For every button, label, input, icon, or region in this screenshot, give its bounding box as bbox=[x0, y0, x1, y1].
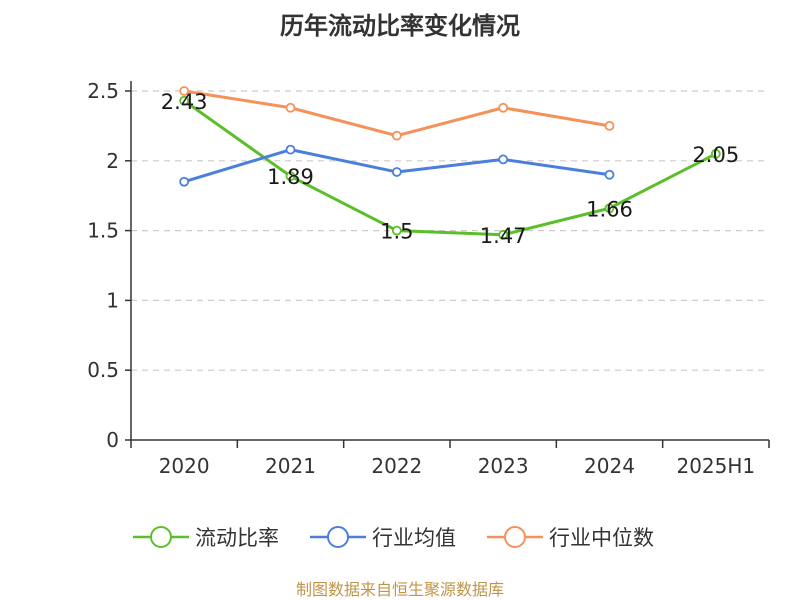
legend-item[interactable]: 流动比率 bbox=[133, 520, 279, 554]
x-tick-label: 2021 bbox=[265, 454, 316, 478]
data-label: 1.89 bbox=[267, 165, 314, 189]
data-point bbox=[179, 95, 190, 106]
legend-line-circle-icon bbox=[310, 526, 366, 548]
legend-item[interactable]: 行业中位数 bbox=[487, 520, 654, 554]
series-layer bbox=[179, 86, 721, 240]
y-tick-label: 2 bbox=[106, 149, 119, 173]
data-labels: 2.43 1.89 1.5 1.47 1.66 2.05 bbox=[161, 90, 739, 248]
data-label: 1.47 bbox=[480, 224, 527, 248]
y-tick-label: 0 bbox=[106, 428, 119, 452]
y-tick-label: 1 bbox=[106, 288, 119, 312]
legend-item[interactable]: 行业均值 bbox=[310, 520, 456, 554]
data-label: 1.5 bbox=[380, 220, 413, 244]
data-point bbox=[179, 86, 190, 96]
x-tick-label: 2020 bbox=[159, 454, 210, 478]
chart-title: 历年流动比率变化情况 bbox=[280, 12, 520, 40]
series-line bbox=[183, 99, 717, 237]
data-point bbox=[285, 144, 296, 155]
data-point bbox=[604, 121, 615, 131]
data-point bbox=[391, 130, 402, 141]
legend: 流动比率 行业均值 行业中位数 bbox=[0, 520, 800, 554]
y-tick-label: 0.5 bbox=[87, 358, 119, 382]
data-point bbox=[391, 167, 402, 177]
data-point bbox=[179, 176, 190, 187]
axes: 0 0.5 1 1.5 2 2.5 2020 2021 2022 2023 2024 2025H1 bbox=[87, 79, 770, 478]
series-line bbox=[183, 89, 610, 138]
legend-label: 行业均值 bbox=[372, 526, 456, 550]
source-note: 制图数据来自恒生聚源数据库 bbox=[295, 580, 504, 599]
legend-label: 行业中位数 bbox=[549, 526, 654, 550]
x-tick-label: 2023 bbox=[478, 454, 529, 478]
series-line bbox=[183, 148, 610, 184]
data-point bbox=[391, 225, 402, 236]
data-point bbox=[285, 171, 296, 182]
legend-line-circle-icon bbox=[133, 526, 189, 548]
grid-lines bbox=[131, 90, 769, 371]
y-tick-label: 2.5 bbox=[87, 79, 119, 103]
x-tick-label: 2025H1 bbox=[676, 454, 755, 478]
data-point bbox=[604, 169, 615, 180]
x-tick-label: 2022 bbox=[371, 454, 422, 478]
data-point bbox=[498, 229, 509, 240]
y-tick-label: 1.5 bbox=[87, 219, 119, 243]
data-label: 2.05 bbox=[692, 143, 739, 167]
data-point bbox=[285, 102, 296, 113]
data-point bbox=[710, 148, 721, 159]
data-point bbox=[498, 102, 509, 113]
data-point bbox=[604, 203, 615, 214]
legend-line-circle-icon bbox=[487, 526, 543, 548]
data-label: 1.66 bbox=[586, 197, 633, 221]
data-point bbox=[498, 154, 509, 165]
legend-label: 流动比率 bbox=[195, 526, 279, 550]
data-label: 2.43 bbox=[161, 90, 208, 114]
x-tick-label: 2024 bbox=[584, 454, 635, 478]
